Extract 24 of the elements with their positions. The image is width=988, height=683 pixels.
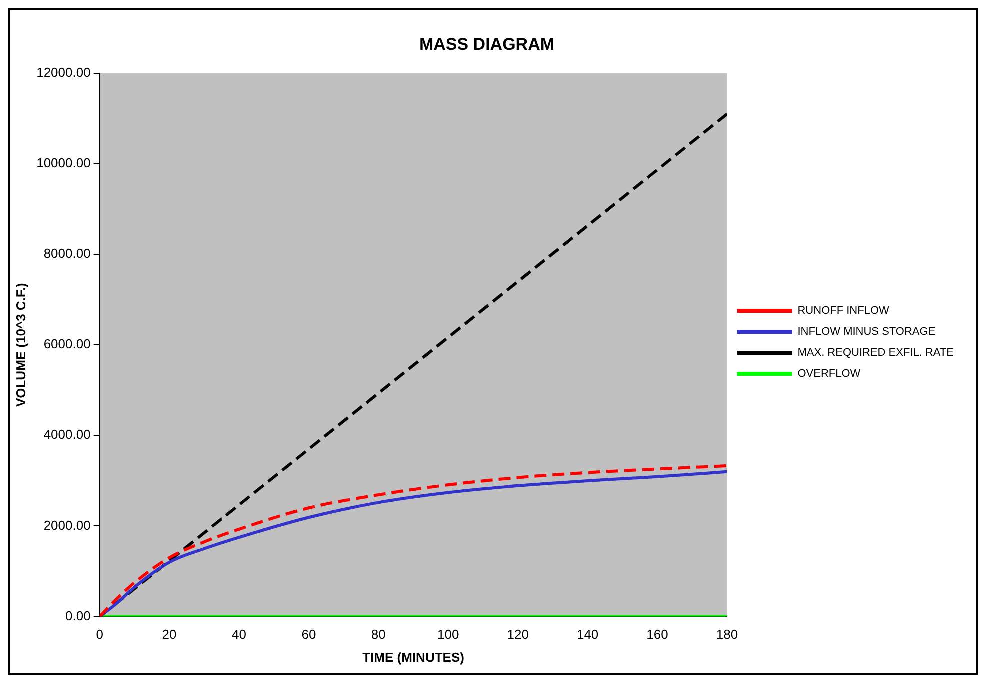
legend-label: OVERFLOW <box>798 368 862 380</box>
x-tick-label: 160 <box>646 627 668 642</box>
legend-label: INFLOW MINUS STORAGE <box>798 326 936 338</box>
x-tick-label: 20 <box>162 627 177 642</box>
y-tick-label: 8000.00 <box>44 246 91 262</box>
legend-label: MAX. REQUIRED EXFIL. RATE <box>798 347 954 360</box>
y-tick-label: 6000.00 <box>44 336 91 352</box>
x-tick-label: 120 <box>507 627 529 642</box>
x-tick-label: 100 <box>438 627 460 642</box>
x-axis-title: TIME (MINUTES) <box>362 650 464 665</box>
x-tick-label: 40 <box>232 627 246 642</box>
x-tick-label: 0 <box>96 627 104 642</box>
legend-label: RUNOFF INFLOW <box>798 305 890 318</box>
chart-title: MASS DIAGRAM <box>419 34 555 54</box>
x-tick-label: 140 <box>576 627 599 642</box>
x-tick-label: 180 <box>716 627 738 642</box>
x-tick-label: 60 <box>302 627 316 642</box>
y-tick-label: 0.00 <box>66 608 91 624</box>
y-tick-label: 2000.00 <box>44 518 91 533</box>
x-tick-label: 80 <box>371 627 386 642</box>
y-tick-label: 10000.00 <box>36 156 91 171</box>
y-tick-label: 12000.00 <box>36 64 91 80</box>
y-tick-label: 4000.00 <box>44 427 91 442</box>
y-axis-title: VOLUME (10^3 C.F.) <box>13 283 28 408</box>
